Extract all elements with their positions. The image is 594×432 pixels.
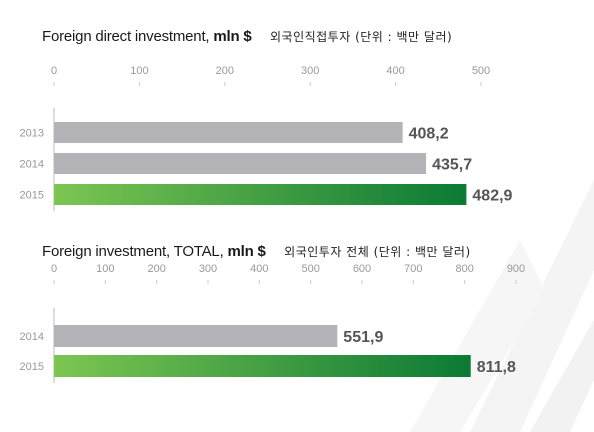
y-category-label: 2014 — [20, 331, 44, 343]
total-investment-bar-chart: 0 100 200 300 400 500 600 700 800 900 2014 551,9 201… — [20, 263, 525, 383]
bar-2015 — [54, 184, 467, 205]
fdi-chart-panel: Foreign direct investment, mln $ 외국인직접투자… — [0, 0, 594, 215]
x-tick-label: 800 — [455, 263, 473, 275]
y-category-label: 2015 — [20, 361, 44, 373]
x-tick-label: 300 — [301, 65, 319, 77]
bar-2015 — [54, 355, 471, 377]
x-tick-label: 100 — [130, 65, 148, 77]
chart-title: Foreign investment, TOTAL, mln $ 외국인투자 전… — [42, 243, 471, 261]
bar-2014 — [54, 153, 427, 174]
bar-2014 — [54, 325, 338, 347]
background-chevron-shape — [530, 320, 594, 432]
bar-value-label: 408,2 — [409, 126, 449, 143]
bar-value-label: 551,9 — [343, 329, 383, 346]
x-tick-label: 100 — [96, 263, 114, 275]
x-tick-label: 200 — [216, 65, 234, 77]
y-category-label: 2014 — [20, 159, 44, 171]
chart-title-en-regular: Foreign investment, TOTAL, — [42, 243, 228, 260]
x-tick-label: 700 — [404, 263, 422, 275]
fdi-bar-chart: 0 100 200 300 400 500 2013 408,2 2014 435,7 2015 48… — [20, 65, 513, 211]
x-tick-label: 400 — [250, 263, 268, 275]
bar-value-label: 435,7 — [432, 157, 472, 174]
chart-title-en-regular: Foreign direct investment, — [42, 28, 214, 45]
chart-title-en-unit: mln $ — [227, 243, 266, 260]
y-category-label: 2013 — [20, 128, 44, 140]
chart-title-en-unit: mln $ — [213, 28, 252, 45]
x-tick-label: 300 — [199, 263, 217, 275]
x-tick-label: 500 — [301, 263, 319, 275]
chart-title: Foreign direct investment, mln $ 외국인직접투자… — [42, 28, 452, 46]
chart-title-kr: 외국인직접투자 (단위 : 백만 달러) — [269, 30, 453, 44]
x-tick-label: 600 — [353, 263, 371, 275]
chart-title-en: Foreign investment, TOTAL, mln $ — [42, 243, 266, 260]
background-chevron-shape — [410, 240, 545, 432]
y-category-label: 2015 — [20, 190, 44, 202]
x-tick-label: 400 — [386, 65, 404, 77]
x-tick-label: 500 — [472, 65, 490, 77]
x-tick-label: 0 — [51, 263, 57, 275]
total-investment-chart-panel: Foreign investment, TOTAL, mln $ 외국인투자 전… — [0, 215, 594, 430]
bar-value-label: 482,9 — [472, 188, 512, 205]
bar-2013 — [54, 122, 403, 143]
chart-title-kr: 외국인투자 전체 (단위 : 백만 달러) — [284, 245, 471, 259]
x-tick-label: 200 — [147, 263, 165, 275]
bar-value-label: 811,8 — [477, 359, 516, 376]
x-tick-label: 900 — [507, 263, 525, 275]
chart-title-en: Foreign direct investment, mln $ — [42, 28, 252, 45]
x-tick-label: 0 — [51, 65, 57, 77]
